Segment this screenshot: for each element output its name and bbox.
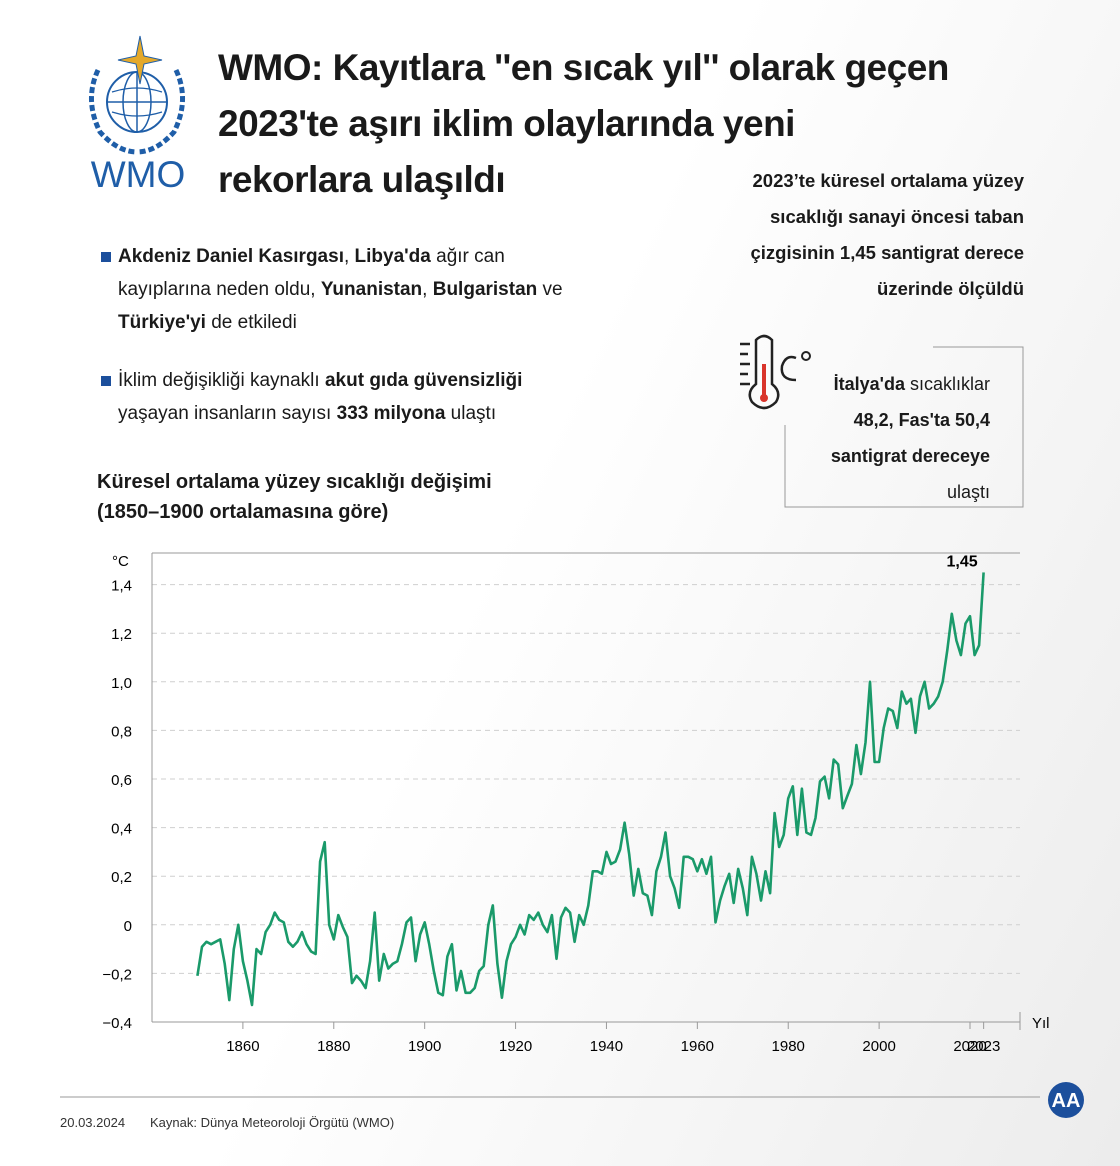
text-line: sıcaklığı sanayi öncesi taban (770, 206, 1024, 227)
text-line: İtalya'da sıcaklıklar (831, 366, 990, 402)
x-tick-label: 2020 (953, 1038, 986, 1055)
text: sıcaklıklar (904, 374, 990, 394)
bullet: İklim değişikliği kaynaklı akut gıda güv… (101, 364, 522, 430)
thermometer-icon (740, 334, 811, 410)
text: yaşayan insanların sayısı (118, 403, 337, 424)
bold-text: 48,2, Fas'ta 50,4 (853, 410, 990, 430)
y-unit: °C (112, 553, 129, 570)
text: ulaştı (946, 482, 990, 502)
text: , (343, 246, 355, 267)
x-tick-label: 2023 (967, 1038, 1000, 1055)
bold-text: Akdeniz Daniel Kasırgası (118, 246, 344, 267)
y-tick-label: 1,0 (111, 675, 132, 692)
bold-text: akut gıda güvensizliği (324, 370, 523, 391)
text-line: üzerinde ölçüldü (877, 278, 1024, 299)
text-line: çizgisinin 1,45 santigrat derece (750, 242, 1025, 263)
chart-subtitle: (1850–1900 ortalamasına göre) (97, 501, 389, 523)
bullet-marker (101, 376, 111, 386)
bold-text: Libya'da (354, 246, 431, 267)
text-line: ulaştı (831, 474, 990, 510)
bullet-marker (101, 252, 111, 262)
text: ağır can (430, 246, 505, 267)
text-line: 48,2, Fas'ta 50,4 (831, 402, 990, 438)
value-label: 1,45 (947, 553, 978, 570)
text: kayıplarına neden oldu, (118, 279, 321, 300)
wmo-logo (88, 35, 186, 155)
text-line: Akdeniz Daniel Kasırgası, Libya'da ağır … (118, 240, 563, 273)
footer-date: 20.03.2024 (60, 1115, 126, 1130)
footer-source: Kaynak: Dünya Meteoroloji Örgütü (WMO) (150, 1115, 395, 1130)
text-line: 2023’te küresel ortalama yüzey (752, 170, 1025, 191)
text-line: rekorlara ulaşıldı (218, 159, 506, 200)
text: , (422, 279, 433, 300)
text-line: Türkiye'yi de etkiledi (118, 306, 563, 339)
text-line: kayıplarına neden oldu, Yunanistan, Bulg… (118, 273, 563, 306)
text: de etkiledi (205, 312, 297, 333)
text: ulaştı (445, 403, 497, 424)
bold-text: Türkiye'yi (118, 312, 206, 333)
text-line: yaşayan insanların sayısı 333 milyona ul… (118, 397, 522, 430)
callout-text: İtalya'da sıcaklıklar 48,2, Fas'ta 50,4 sa… (831, 366, 990, 510)
text-line: santigrat dereceye (831, 438, 990, 474)
x-axis-label: Yıl (1032, 1015, 1050, 1032)
x-tick-label: 1880 (317, 1038, 350, 1055)
aa-logo-text: AA (1052, 1090, 1081, 1112)
title: WMO: Kayıtlara ''en sıcak yıl'' olarak g… (218, 40, 949, 208)
y-tick-label: 1,2 (111, 626, 132, 643)
x-tick-label: 1960 (681, 1038, 714, 1055)
x-tick-label: 1980 (772, 1038, 805, 1055)
text-line: WMO: Kayıtlara ''en sıcak yıl'' olarak g… (218, 47, 949, 88)
bold-text: Bulgaristan (432, 279, 538, 300)
text: ve (537, 279, 563, 300)
x-tick-label: 2000 (862, 1038, 895, 1055)
chart-heading: Küresel ortalama yüzey sıcaklığı değişim… (97, 467, 492, 527)
y-tick-label: 0,4 (111, 821, 132, 838)
chart-title: Küresel ortalama yüzey sıcaklığı değişim… (97, 471, 492, 493)
data-line (196, 572, 985, 1007)
x-tick-label: 1920 (499, 1038, 532, 1055)
y-tick-label: 1,4 (111, 578, 132, 595)
bold-text: 333 milyona (336, 403, 446, 424)
callout-frame (784, 346, 1024, 508)
x-tick-label: 1940 (590, 1038, 623, 1055)
highlight-text: 2023’te küresel ortalama yüzey sıcaklığı … (751, 163, 1025, 307)
x-tick-label: 1860 (226, 1038, 259, 1055)
text-line: 2023'te aşırı iklim olaylarında yeni (218, 103, 795, 144)
bold-text: santigrat dereceye (830, 446, 990, 466)
bold-text: Yunanistan (320, 279, 423, 300)
bold-text: İtalya'da (833, 374, 905, 394)
y-tick-label: −0,4 (102, 1015, 132, 1032)
y-tick-label: 0 (124, 918, 132, 935)
aa-logo (1048, 1082, 1084, 1118)
text: İklim değişikliği kaynaklı (118, 370, 325, 391)
y-tick-label: 0,2 (111, 869, 132, 886)
bullet: Akdeniz Daniel Kasırgası, Libya'da ağır … (101, 240, 563, 339)
y-tick-label: 0,6 (111, 772, 132, 789)
x-tick-label: 1900 (408, 1038, 441, 1055)
y-tick-label: −0,2 (102, 966, 132, 983)
text-line: İklim değişikliği kaynaklı akut gıda güv… (118, 364, 522, 397)
y-tick-label: 0,8 (111, 723, 132, 740)
logo-text: WMO (91, 154, 186, 195)
